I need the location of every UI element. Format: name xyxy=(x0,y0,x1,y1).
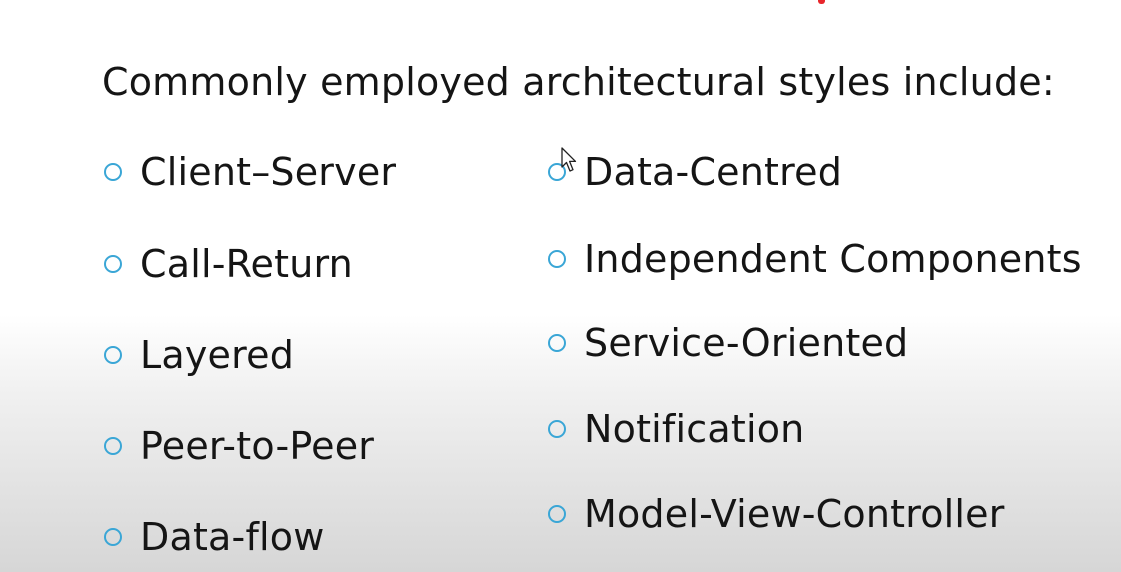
circle-bullet-icon xyxy=(104,346,122,364)
circle-bullet-icon xyxy=(548,334,566,352)
list-item-layered: Layered xyxy=(104,331,294,379)
list-item-label: Client–Server xyxy=(140,150,397,194)
circle-bullet-icon xyxy=(104,437,122,455)
list-item-label: Notification xyxy=(584,407,805,451)
list-item-model-view-controller: Model-View-Controller xyxy=(548,490,1005,538)
list-item-data-flow: Data-flow xyxy=(104,513,325,561)
circle-bullet-icon xyxy=(104,163,122,181)
list-item-label: Independent Components xyxy=(584,237,1082,281)
circle-bullet-icon xyxy=(104,528,122,546)
list-item-label: Service-Oriented xyxy=(584,321,909,365)
list-item-label: Model-View-Controller xyxy=(584,492,1005,536)
list-item-label: Data-Centred xyxy=(584,150,843,194)
circle-bullet-icon xyxy=(548,250,566,268)
list-item-data-centred: Data-Centred xyxy=(548,148,842,196)
circle-bullet-icon xyxy=(104,255,122,273)
list-item-label: Data-flow xyxy=(140,515,325,559)
list-item-notification: Notification xyxy=(548,405,804,453)
circle-bullet-icon xyxy=(548,163,566,181)
list-item-client-server: Client–Server xyxy=(104,148,396,196)
list-item-label: Call-Return xyxy=(140,242,353,286)
slide-heading: Commonly employed architectural styles i… xyxy=(102,60,1055,104)
list-item-label: Layered xyxy=(140,333,295,377)
list-item-independent-components: Independent Components xyxy=(548,235,1082,283)
list-item-call-return: Call-Return xyxy=(104,240,353,288)
list-item-label: Peer-to-Peer xyxy=(140,424,375,468)
circle-bullet-icon xyxy=(548,420,566,438)
red-accent-mark xyxy=(818,0,825,4)
list-item-peer-to-peer: Peer-to-Peer xyxy=(104,422,374,470)
list-item-service-oriented: Service-Oriented xyxy=(548,319,908,367)
circle-bullet-icon xyxy=(548,505,566,523)
